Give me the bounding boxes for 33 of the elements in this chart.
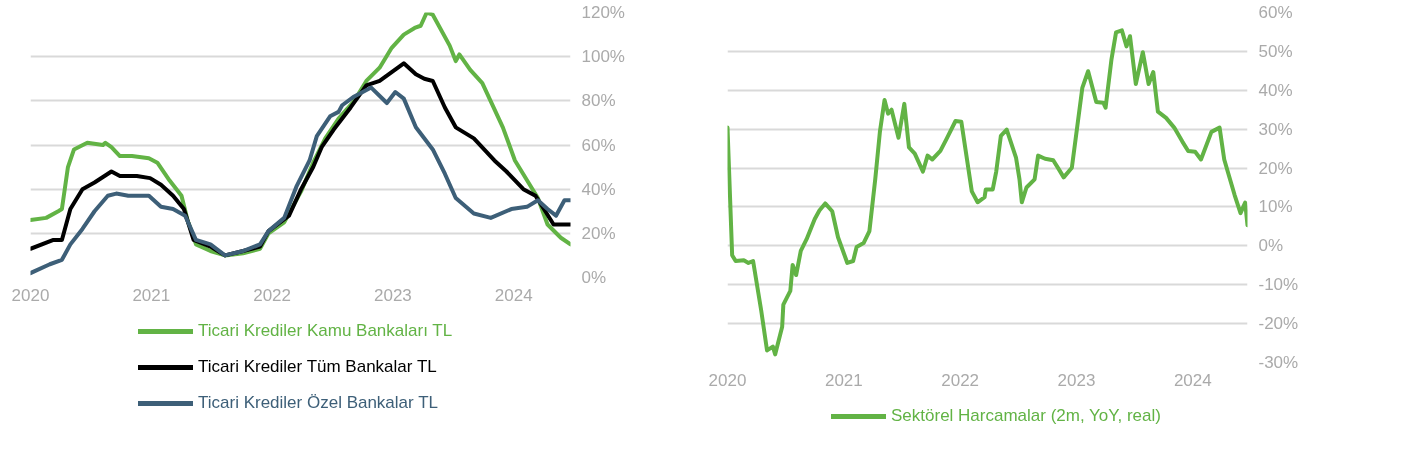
y-tick-label: 50% [1258, 41, 1293, 61]
y-tick-label: -20% [1258, 314, 1299, 334]
x-tick-label: 2023 [374, 285, 412, 305]
x-tick-label: 2024 [1173, 370, 1212, 390]
x-tick-label: 2021 [824, 370, 863, 390]
y-tick-label: 10% [1258, 197, 1293, 217]
line-series [30, 85, 571, 276]
x-tick-label: 2022 [941, 370, 980, 390]
legend-label: Ticari Krediler Tüm Bankalar TL [198, 357, 437, 377]
y-tick-label: -30% [1258, 353, 1299, 372]
line-series [727, 28, 1248, 357]
y-tick-label: 40% [1258, 80, 1293, 100]
y-tick-label: 60% [581, 135, 616, 155]
y-tick-label: 20% [581, 223, 616, 243]
y-tick-label: 40% [581, 179, 616, 199]
y-tick-label: 120% [581, 3, 625, 22]
y-tick-label: 30% [1258, 119, 1293, 139]
y-tick-label: 0% [1258, 236, 1284, 256]
x-tick-label: 2023 [1057, 370, 1096, 390]
y-tick-label: 80% [581, 91, 616, 111]
legend-label: Ticari Krediler Kamu Bankaları TL [198, 321, 453, 341]
y-tick-label: -10% [1258, 275, 1299, 295]
y-tick-label: 20% [1258, 158, 1293, 178]
legend-label: Ticari Krediler Özel Bankalar TL [198, 393, 438, 413]
x-tick-label: 2024 [494, 285, 533, 305]
x-tick-label: 2022 [253, 285, 292, 305]
legend-label: Sektörel Harcamalar (2m, YoY, real) [891, 406, 1161, 426]
x-tick-label: 2020 [708, 370, 747, 390]
y-tick-label: 60% [1258, 3, 1293, 22]
y-tick-label: 0% [581, 268, 607, 287]
x-tick-label: 2020 [11, 285, 50, 305]
x-tick-label: 2021 [132, 285, 171, 305]
y-tick-label: 100% [581, 47, 625, 67]
